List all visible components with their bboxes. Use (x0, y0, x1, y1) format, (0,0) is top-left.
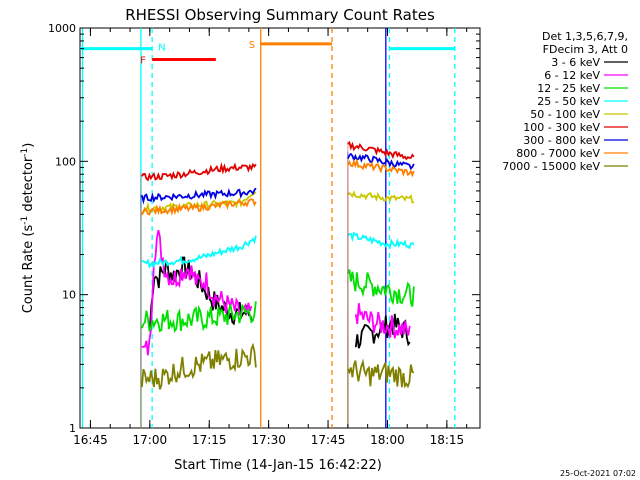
y-tick-label: 100 (55, 155, 76, 168)
series-lines (140, 140, 415, 428)
series-line (141, 198, 257, 216)
series-line (347, 158, 415, 178)
x-tick-label: 18:00 (370, 433, 405, 447)
series-line (347, 140, 415, 161)
series-line (347, 231, 415, 250)
legend-label: 25 - 50 keV (537, 95, 600, 108)
series-line (347, 152, 415, 171)
legend-label: 50 - 100 keV (530, 108, 600, 121)
plot-frame (79, 27, 481, 429)
legend-label: 800 - 7000 keV (516, 147, 600, 160)
legend-label: 7000 - 15000 keV (502, 160, 600, 173)
flag-label-S: S (249, 40, 255, 51)
y-axis-label: Count Rate (s-1 detector-1) (20, 143, 36, 314)
flag-bars: N F S (80, 40, 455, 67)
legend-label: 100 - 300 keV (523, 121, 600, 134)
series-line (141, 342, 257, 390)
series-line (347, 358, 415, 389)
legend-header: FDecim 3, Att 0 (543, 43, 628, 56)
legend: Det 1,3,5,6,7,9,FDecim 3, Att 03 - 6 keV… (502, 30, 628, 173)
x-tick-label: 17:45 (311, 433, 346, 447)
y-tick-label: 1000 (48, 22, 76, 35)
series-line (347, 269, 415, 307)
axis-ticks: 1 10 100 1000 16:45 17:00 17:15 17:30 17:45 18:00… (48, 22, 480, 447)
series-line (347, 190, 415, 204)
legend-label: 12 - 25 keV (537, 82, 600, 95)
series-line (141, 235, 257, 269)
x-tick-label: 17:00 (133, 433, 168, 447)
series-line (141, 229, 253, 356)
legend-label: 6 - 12 keV (544, 69, 600, 82)
legend-header: Det 1,3,5,6,7,9, (542, 30, 628, 43)
x-axis-label: Start Time (14-Jan-15 16:42:22) (174, 458, 382, 473)
y-tick-label: 1 (69, 422, 76, 435)
x-tick-label: 16:45 (73, 433, 108, 447)
x-tick-label: 17:30 (251, 433, 286, 447)
vertical-markers (81, 28, 456, 428)
legend-label: 300 - 800 keV (523, 134, 600, 147)
footer-timestamp: 25-Oct-2021 07:02 (560, 469, 636, 478)
y-tick-label: 10 (62, 289, 76, 302)
series-line (141, 187, 257, 205)
x-tick-label: 18:15 (430, 433, 465, 447)
flag-label-F: F (140, 56, 146, 67)
series-line (141, 162, 257, 182)
chart-title: RHESSI Observing Summary Count Rates (125, 6, 435, 24)
x-tick-label: 17:15 (192, 433, 227, 447)
legend-label: 3 - 6 keV (551, 56, 600, 69)
flag-label-N: N (158, 43, 165, 54)
series-line (354, 303, 411, 339)
series-line (141, 301, 257, 334)
